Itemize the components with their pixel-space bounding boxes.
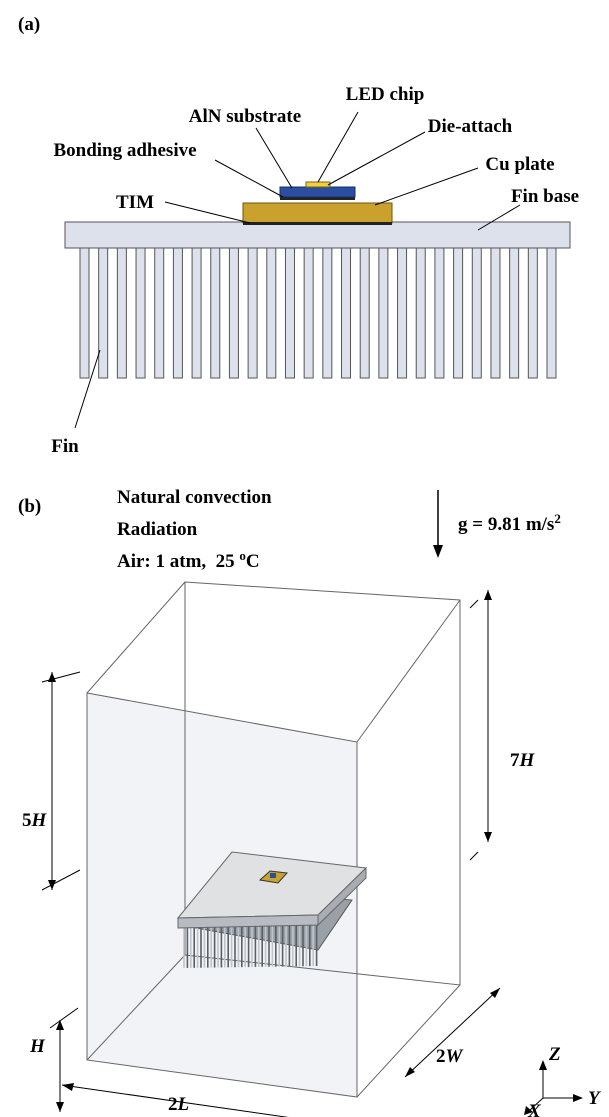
- fin: [510, 247, 519, 378]
- condition: Radiation: [117, 519, 198, 540]
- fin: [342, 247, 351, 378]
- dimension: 2W: [436, 1046, 464, 1067]
- domain-box: [87, 582, 460, 1097]
- fin: [229, 247, 238, 378]
- fin: [80, 247, 89, 378]
- fin: [117, 247, 126, 378]
- fin: [472, 247, 481, 378]
- dimension: 7H: [510, 750, 536, 771]
- label: AlN substrate: [189, 106, 301, 127]
- dimension: 5H: [22, 810, 48, 831]
- fin: [211, 247, 220, 378]
- axis-label: Y: [588, 1088, 602, 1109]
- axis-label: Z: [548, 1044, 561, 1065]
- fin: [528, 247, 537, 378]
- fin: [192, 247, 201, 378]
- panel-label: (a): [18, 14, 40, 35]
- fin: [99, 247, 108, 378]
- gravity: g = 9.81 m/s2: [458, 511, 561, 535]
- label: Die-attach: [428, 116, 513, 137]
- gravity-arrowhead: [433, 545, 443, 558]
- fin: [435, 247, 444, 378]
- label: TIM: [116, 192, 154, 213]
- fin: [491, 247, 500, 378]
- fin: [323, 247, 332, 378]
- dimension: 2L: [168, 1094, 189, 1115]
- fin: [304, 247, 313, 378]
- fin: [248, 247, 257, 378]
- fins: [80, 247, 556, 378]
- panel-label: (b): [18, 496, 41, 517]
- figure: (a) LED chip AlN substrate Die-attach Bo…: [0, 0, 609, 1117]
- label: Bonding adhesive: [53, 140, 196, 161]
- fin-base: [65, 222, 570, 248]
- dimension: H: [29, 1036, 46, 1057]
- led-chip: [306, 182, 330, 187]
- fin: [416, 247, 425, 378]
- fin: [454, 247, 463, 378]
- aln-substrate: [280, 187, 355, 197]
- fin: [360, 247, 369, 378]
- condition: Natural convection: [117, 487, 272, 508]
- axis-label: X: [527, 1101, 542, 1117]
- fin: [547, 247, 556, 378]
- fin: [173, 247, 182, 378]
- label: LED chip: [346, 84, 425, 105]
- fin: [136, 247, 145, 378]
- fin: [267, 247, 276, 378]
- label: Fin: [51, 436, 79, 457]
- label: Fin base: [511, 186, 579, 207]
- condition: Air: 1 atm, 25 oC: [117, 548, 260, 572]
- cu-plate: [243, 203, 392, 223]
- fin: [398, 247, 407, 378]
- fin: [285, 247, 294, 378]
- fin: [379, 247, 388, 378]
- tim: [243, 222, 392, 225]
- fin: [155, 247, 164, 378]
- label: Cu plate: [485, 154, 554, 175]
